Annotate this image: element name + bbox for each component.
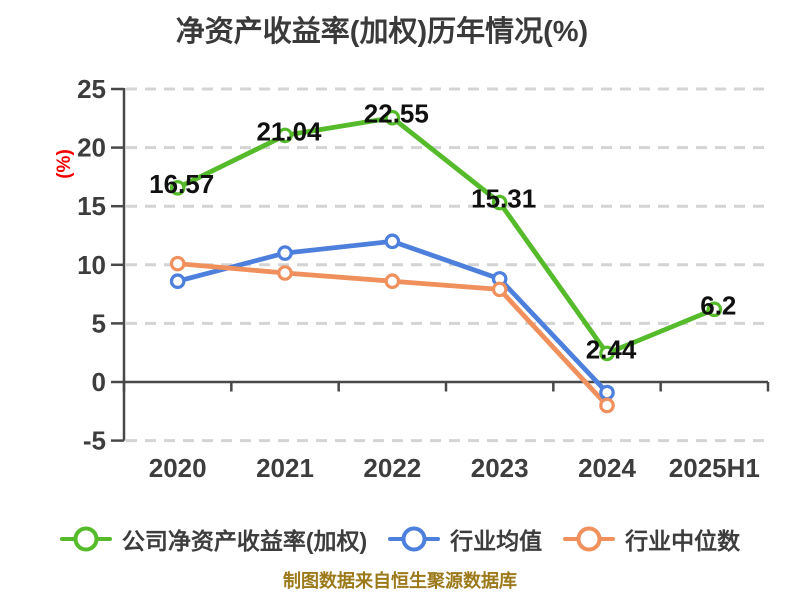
x-tick-label: 2022 [363,453,421,483]
series-0-point-2023 [491,194,508,211]
series-1-point-2024 [599,384,615,401]
legend-label-industry-median: 行业中位数 [625,528,741,554]
data-label: 2.44 [586,334,637,364]
y-tick-label: 10 [77,250,106,280]
series-0-point-2021 [277,127,293,144]
series-0-point-2025H1 [706,301,723,318]
legend-label-company-roe: 公司净资产收益率(加权) [121,528,368,554]
legend-item-company-roe[interactable]: 公司净资产收益率(加权) [59,522,368,556]
series-2-point-2024 [599,397,615,414]
y-tick-label: 25 [77,74,106,104]
y-tick-label: 15 [77,191,106,221]
legend-label-industry-mean: 行业均值 [450,528,543,554]
data-label: 16.57 [149,169,214,199]
x-tick-label: 2025H1 [669,453,760,483]
series-2-point-2021 [277,265,293,281]
legend-dot-orange [576,526,602,552]
series-0-point-2024 [599,345,615,362]
legend: 公司净资产收益率(加权) 行业均值 行业中位数 [0,522,800,556]
series-0-point-2022 [384,109,401,126]
series-line-0 [175,115,717,356]
legend-dot-blue [401,526,427,552]
legend-dot-green [73,526,99,552]
x-tick-label: 2021 [256,453,314,483]
legend-marker-blue-icon [388,525,441,553]
data-label: 22.55 [364,99,429,129]
legend-marker-green-icon [59,525,112,553]
series-2-point-2020 [169,255,186,272]
series-0-point-2020 [169,179,186,196]
legend-marker-orange-icon [563,525,616,553]
y-tick-label: 20 [77,133,106,163]
x-tick-label: 2023 [471,453,529,483]
data-label: 15.31 [471,184,536,214]
legend-item-industry-mean[interactable]: 行业均值 [388,522,542,556]
y-tick-label: 0 [92,367,106,397]
data-source-note: 制图数据来自恒生聚源数据库 [283,571,517,591]
x-tick-label: 2024 [578,453,636,483]
series-1-point-2021 [277,245,293,261]
y-tick-label: -5 [83,426,106,456]
y-tick-label: 5 [92,308,106,338]
legend-item-industry-median[interactable]: 行业中位数 [563,522,740,556]
x-tick-label: 2020 [149,453,207,483]
series-2-point-2023 [491,281,508,298]
data-label: 21.04 [256,116,322,146]
series-2-point-2022 [384,273,401,290]
data-label: 6.2 [700,290,736,320]
series-1-point-2022 [384,233,401,250]
series-1-point-2020 [169,273,186,290]
chart-title: 净资产收益率(加权)历年情况(%) [175,16,589,48]
